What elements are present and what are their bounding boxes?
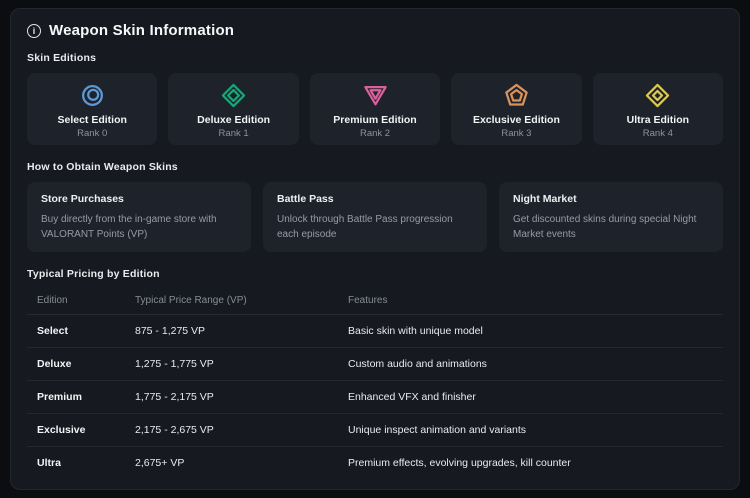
obtain-skins-label: How to Obtain Weapon Skins [27, 161, 178, 173]
pricing-table-row[interactable]: Deluxe 1,275 - 1,775 VP Custom audio and… [27, 347, 723, 381]
pricing-table-row[interactable]: Ultra 2,675+ VP Premium effects, evolvin… [27, 447, 723, 480]
cell-price: 1,775 - 2,175 VP [131, 380, 344, 414]
cell-edition: Ultra [37, 457, 61, 469]
edition-badge-icon [362, 82, 389, 109]
cell-edition: Deluxe [27, 347, 131, 381]
cell-price: 2,175 - 2,675 VP [131, 413, 344, 447]
pricing-table-row[interactable]: Exclusive 2,175 - 2,675 VP Unique inspec… [27, 413, 723, 447]
cell-edition: Select [27, 314, 131, 348]
edition-name: Exclusive Edition [472, 113, 560, 126]
obtain-method-title: Store Purchases [41, 193, 124, 205]
cell-price: 875 - 1,275 VP [131, 314, 344, 348]
edition-badge-icon [79, 82, 106, 109]
edition-badge-icon [644, 82, 671, 109]
column-header-edition: Edition [27, 286, 131, 315]
obtain-method-description: Unlock through Battle Pass progression e… [277, 214, 453, 240]
obtain-method-description: Get discounted skins during special Nigh… [513, 214, 697, 240]
pricing-table-row[interactable]: Select 875 - 1,275 VP Basic skin with un… [27, 314, 723, 348]
skin-editions-label: Skin Editions [27, 52, 97, 64]
edition-rank: Rank 1 [218, 127, 249, 139]
info-icon: i [27, 23, 41, 38]
edition-card[interactable]: Exclusive Edition Rank 3 [451, 73, 582, 145]
obtain-method-description: Buy directly from the in-game store with… [41, 214, 217, 240]
edition-name: Deluxe Edition [197, 113, 271, 126]
page-title: Weapon Skin Information [49, 22, 235, 39]
edition-card[interactable]: Select Edition Rank 0 [27, 73, 158, 145]
cell-edition: Exclusive [27, 413, 131, 447]
edition-name: Ultra Edition [626, 113, 690, 126]
column-header-price: Typical Price Range (VP) [131, 286, 344, 315]
edition-rank: Rank 4 [642, 127, 673, 139]
cell-features: Custom audio and animations [344, 347, 723, 381]
edition-badge-icon [220, 82, 247, 109]
cell-features: Unique inspect animation and variants [344, 413, 723, 447]
obtain-method-card[interactable]: Night Market Get discounted skins during… [499, 182, 723, 252]
obtain-cards-row: Store Purchases Buy directly from the in… [27, 182, 723, 252]
edition-rank: Rank 3 [501, 127, 532, 139]
pricing-table-row[interactable]: Premium 1,775 - 2,175 VP Enhanced VFX an… [27, 380, 723, 414]
cell-price: 2,675+ VP [135, 457, 185, 469]
weapon-skin-info-panel: i Weapon Skin Information Skin Editions … [10, 8, 740, 490]
edition-rank: Rank 2 [359, 127, 391, 139]
cell-features: Premium effects, evolving upgrades, kill… [348, 457, 571, 469]
cell-edition: Premium [27, 380, 131, 414]
pricing-table: Edition Typical Price Range (VP) Feature… [27, 286, 723, 479]
panel-header: i Weapon Skin Information [27, 22, 723, 39]
cell-features: Enhanced VFX and finisher [344, 380, 723, 414]
edition-name: Premium Edition [333, 113, 417, 126]
pricing-table-header-row: Edition Typical Price Range (VP) Feature… [27, 286, 723, 315]
obtain-method-card[interactable]: Store Purchases Buy directly from the in… [27, 182, 251, 252]
edition-name: Select Edition [57, 113, 127, 126]
obtain-method-title: Night Market [513, 193, 577, 205]
column-header-features: Features [344, 286, 723, 315]
obtain-method-card[interactable]: Battle Pass Unlock through Battle Pass p… [263, 182, 487, 252]
edition-rank: Rank 0 [77, 127, 108, 139]
cell-price: 1,275 - 1,775 VP [131, 347, 344, 381]
pricing-label: Typical Pricing by Edition [27, 268, 160, 280]
edition-card[interactable]: Deluxe Edition Rank 1 [168, 73, 299, 145]
edition-cards-row: Select Edition Rank 0 Deluxe Edition Ran… [27, 73, 724, 145]
edition-card[interactable]: Premium Edition Rank 2 [309, 73, 441, 145]
edition-badge-icon [503, 82, 530, 109]
cell-features: Basic skin with unique model [344, 314, 723, 348]
edition-card[interactable]: Ultra Edition Rank 4 [592, 73, 724, 145]
obtain-method-title: Battle Pass [277, 193, 334, 205]
